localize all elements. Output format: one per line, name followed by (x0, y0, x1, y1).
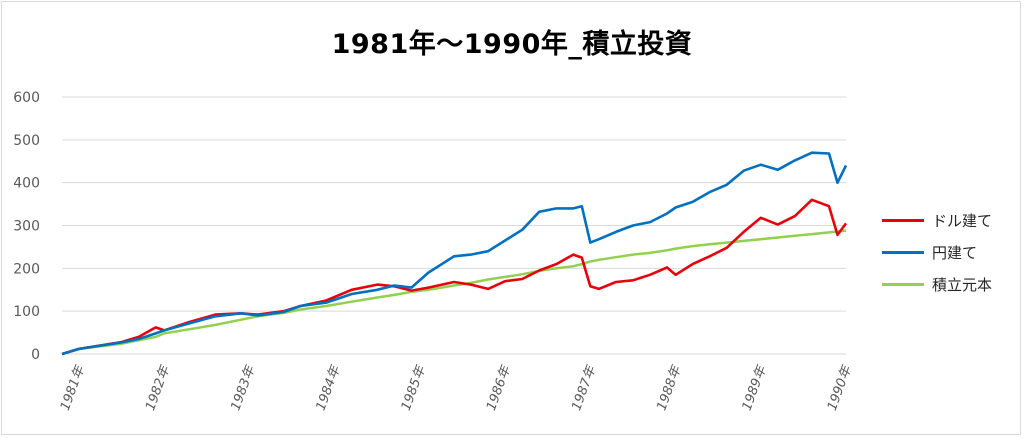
y-tick-label: 200 (13, 261, 40, 277)
y-tick-label: 0 (31, 347, 40, 363)
y-tick-label: 600 (13, 90, 40, 106)
legend-item-yen: 円建て (882, 236, 992, 268)
legend-item-dollar: ドル建て (882, 204, 992, 236)
y-tick-label: 500 (13, 133, 40, 149)
legend-label-dollar: ドル建て (932, 211, 993, 230)
series-lines (61, 151, 848, 356)
legend-swatch-yen (882, 250, 924, 254)
legend-label-yen: 円建て (932, 243, 978, 262)
x-tick-label: 1986年 (484, 362, 515, 412)
series-line-yen (61, 151, 848, 356)
chart-title: 1981年～1990年_積立投資 (331, 29, 693, 60)
legend-label-principal: 積立元本 (932, 275, 993, 294)
x-tick-label: 1987年 (569, 362, 600, 412)
x-axis: 1981年 1982年 1983年 1984年 1985年 1986年 1987年 1988年… (58, 362, 855, 412)
y-tick-label: 100 (13, 304, 40, 320)
x-tick-label: 1985年 (399, 362, 430, 412)
x-tick-label: 1990年 (825, 362, 856, 412)
y-tick-label: 300 (13, 219, 40, 235)
gridlines (62, 96, 846, 355)
x-tick-label: 1989年 (740, 362, 771, 412)
legend-swatch-dollar (882, 218, 924, 222)
x-tick-label: 1981年 (58, 362, 89, 412)
x-tick-label: 1982年 (143, 362, 174, 412)
legend-item-principal: 積立元本 (882, 268, 992, 300)
y-axis: 0 100 200 300 400 500 600 (13, 90, 40, 363)
x-tick-label: 1988年 (654, 362, 685, 412)
x-tick-label: 1984年 (314, 362, 345, 412)
series-line-principal (61, 229, 847, 356)
y-tick-label: 400 (13, 176, 40, 192)
legend-swatch-principal (882, 282, 924, 286)
legend: ドル建て 円建て 積立元本 (882, 204, 992, 300)
x-tick-label: 1983年 (228, 362, 259, 412)
